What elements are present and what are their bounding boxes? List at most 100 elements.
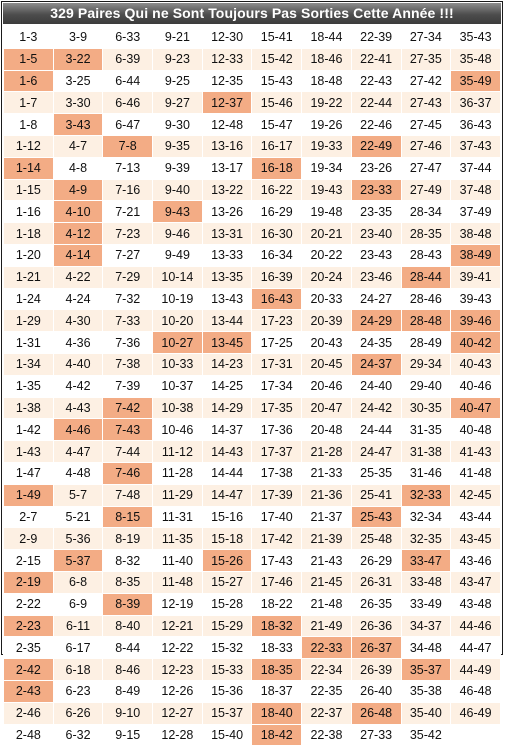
- table-row: 1-24 4-24 7-32 10-19 13-43 16-43 20-33 24-27 28-…: [3, 287, 501, 311]
- pair-cell: 9-21: [152, 26, 203, 49]
- pair-cell: 3-22: [52, 47, 104, 71]
- pair-cell: 26-39: [350, 658, 402, 681]
- pair-cell: 7-38: [102, 352, 154, 376]
- pair-cell: 1-38: [3, 396, 54, 420]
- pair-cell: 2-22: [3, 592, 54, 616]
- pair-cell: 14-25: [201, 374, 253, 398]
- pair-cell: 25-41: [350, 483, 402, 507]
- table-row: 1-43 4-47 7-44 11-12 14-43 17-37 21-28 24-47 31-…: [3, 440, 501, 463]
- table-row: 2-23 6-11 8-40 12-21 15-29 18-32 21-49 26-36 34-…: [3, 614, 501, 638]
- pair-cell: 8-19: [102, 527, 154, 551]
- pair-cell: 28-43: [400, 243, 452, 267]
- pair-cell: 11-31: [152, 505, 203, 529]
- pair-cell: 12-48: [201, 113, 253, 136]
- pair-cell: 7-8: [102, 134, 154, 158]
- pair-cell: 27-35: [400, 47, 452, 71]
- pair-cell: 36-37: [450, 91, 501, 115]
- pair-cell: 11-35: [152, 527, 203, 551]
- pair-cell: 28-49: [400, 331, 452, 354]
- pair-cell: 28-35: [400, 222, 452, 245]
- pair-cell: 21-37: [301, 505, 352, 529]
- pair-cell: 20-43: [301, 331, 352, 354]
- pair-cell: 17-37: [251, 440, 303, 463]
- pair-cell: 6-44: [102, 69, 154, 93]
- pair-cell: 15-29: [201, 614, 253, 638]
- pair-cell: 43-48: [450, 592, 501, 616]
- pair-cell: 22-37: [301, 701, 352, 725]
- pair-cell: 11-12: [152, 440, 203, 463]
- pair-cell: 10-20: [152, 309, 203, 333]
- pair-cell: 40-47: [450, 396, 501, 420]
- pair-cell: 34-48: [400, 636, 452, 660]
- pair-cell: 20-24: [301, 265, 352, 289]
- pair-cell: 6-23: [52, 679, 104, 703]
- pair-cell: 4-22: [52, 265, 104, 289]
- pair-cell: 26-35: [350, 592, 402, 616]
- pair-cell: 4-7: [52, 134, 104, 158]
- pair-cell: 1-31: [3, 331, 54, 354]
- pair-cell: 16-30: [251, 222, 303, 245]
- pair-cell: 1-29: [3, 309, 54, 333]
- pair-cell: 6-8: [52, 570, 104, 594]
- pair-cell: 17-38: [251, 461, 303, 485]
- table-row: 1-12 4-7 7-8 9-35 13-16 16-17 19-33 22-49 27-46 3…: [3, 134, 501, 158]
- pair-cell: 31-46: [400, 461, 452, 485]
- pair-cell: 22-35: [301, 679, 352, 703]
- pair-cell: 20-22: [301, 243, 352, 267]
- pair-cell: 20-48: [301, 418, 352, 442]
- pair-cell: 22-38: [301, 723, 352, 746]
- table-row: 1-47 4-48 7-46 11-28 14-44 17-38 21-33 25-35 31-…: [3, 461, 501, 485]
- pair-cell: 18-22: [251, 592, 303, 616]
- pair-cell: 37-44: [450, 156, 501, 180]
- pair-cell: 24-44: [350, 418, 402, 442]
- pair-cell: 16-34: [251, 243, 303, 267]
- pair-cell: 1-12: [3, 134, 54, 158]
- table-row: 2-22 6-9 8-39 12-19 15-28 18-22 21-48 26-35 33-4…: [3, 592, 501, 616]
- pair-cell: 4-12: [52, 222, 104, 245]
- pair-cell: 1-24: [3, 287, 54, 311]
- pair-cell: 5-37: [52, 549, 104, 572]
- pairs-table: 1-3 3-9 6-33 9-21 12-30 15-41 18-44 22-39 27-34 3…: [3, 26, 501, 746]
- pair-cell: 12-30: [201, 26, 253, 49]
- pair-cell: 23-43: [350, 243, 402, 267]
- pair-cell: 3-25: [52, 69, 104, 93]
- pair-cell: 30-35: [400, 396, 452, 420]
- pair-cell: 1-6: [3, 69, 54, 93]
- pair-cell: 7-27: [102, 243, 154, 267]
- pair-cell: 12-27: [152, 701, 203, 725]
- pair-cell: 7-36: [102, 331, 154, 354]
- pair-cell: 17-25: [251, 331, 303, 354]
- pair-cell: 17-35: [251, 396, 303, 420]
- pair-cell: 15-26: [201, 549, 253, 572]
- pair-cell: 1-14: [3, 156, 54, 180]
- pair-cell: 8-40: [102, 614, 154, 638]
- pair-cell: 35-43: [450, 26, 501, 49]
- pair-cell: 27-46: [400, 134, 452, 158]
- pair-cell: 38-49: [450, 243, 501, 267]
- pair-cell: 2-9: [3, 527, 54, 551]
- pair-cell: 12-35: [201, 69, 253, 93]
- pair-cell: 19-26: [301, 113, 352, 136]
- pair-cell: 27-43: [400, 91, 452, 115]
- pair-cell: 15-28: [201, 592, 253, 616]
- pair-cell: 40-48: [450, 418, 501, 442]
- pair-cell: 20-45: [301, 352, 352, 376]
- table-row: 1-21 4-22 7-29 10-14 13-35 16-39 20-24 23-46 28-…: [3, 265, 501, 289]
- table-row: 1-20 4-14 7-27 9-49 13-33 16-34 20-22 23-43 28-4…: [3, 243, 501, 267]
- pair-cell: 9-25: [152, 69, 203, 93]
- pair-cell: 38-48: [450, 222, 501, 245]
- pair-cell: 10-27: [152, 331, 203, 354]
- pair-cell: 1-20: [3, 243, 54, 267]
- pair-cell: 1-7: [3, 91, 54, 115]
- pair-cell: 10-46: [152, 418, 203, 442]
- pair-cell: 15-16: [201, 505, 253, 529]
- pair-cell: 17-34: [251, 374, 303, 398]
- pair-cell: 7-33: [102, 309, 154, 333]
- pair-cell: 15-36: [201, 679, 253, 703]
- pair-cell: 25-48: [350, 527, 402, 551]
- pair-cell: 9-40: [152, 178, 203, 202]
- pair-cell: 25-43: [350, 505, 402, 529]
- pair-cell: 43-47: [450, 570, 501, 594]
- pair-cell: 7-29: [102, 265, 154, 289]
- table-row: 2-46 6-26 9-10 12-27 15-37 18-40 22-37 26-48 35-…: [3, 701, 501, 725]
